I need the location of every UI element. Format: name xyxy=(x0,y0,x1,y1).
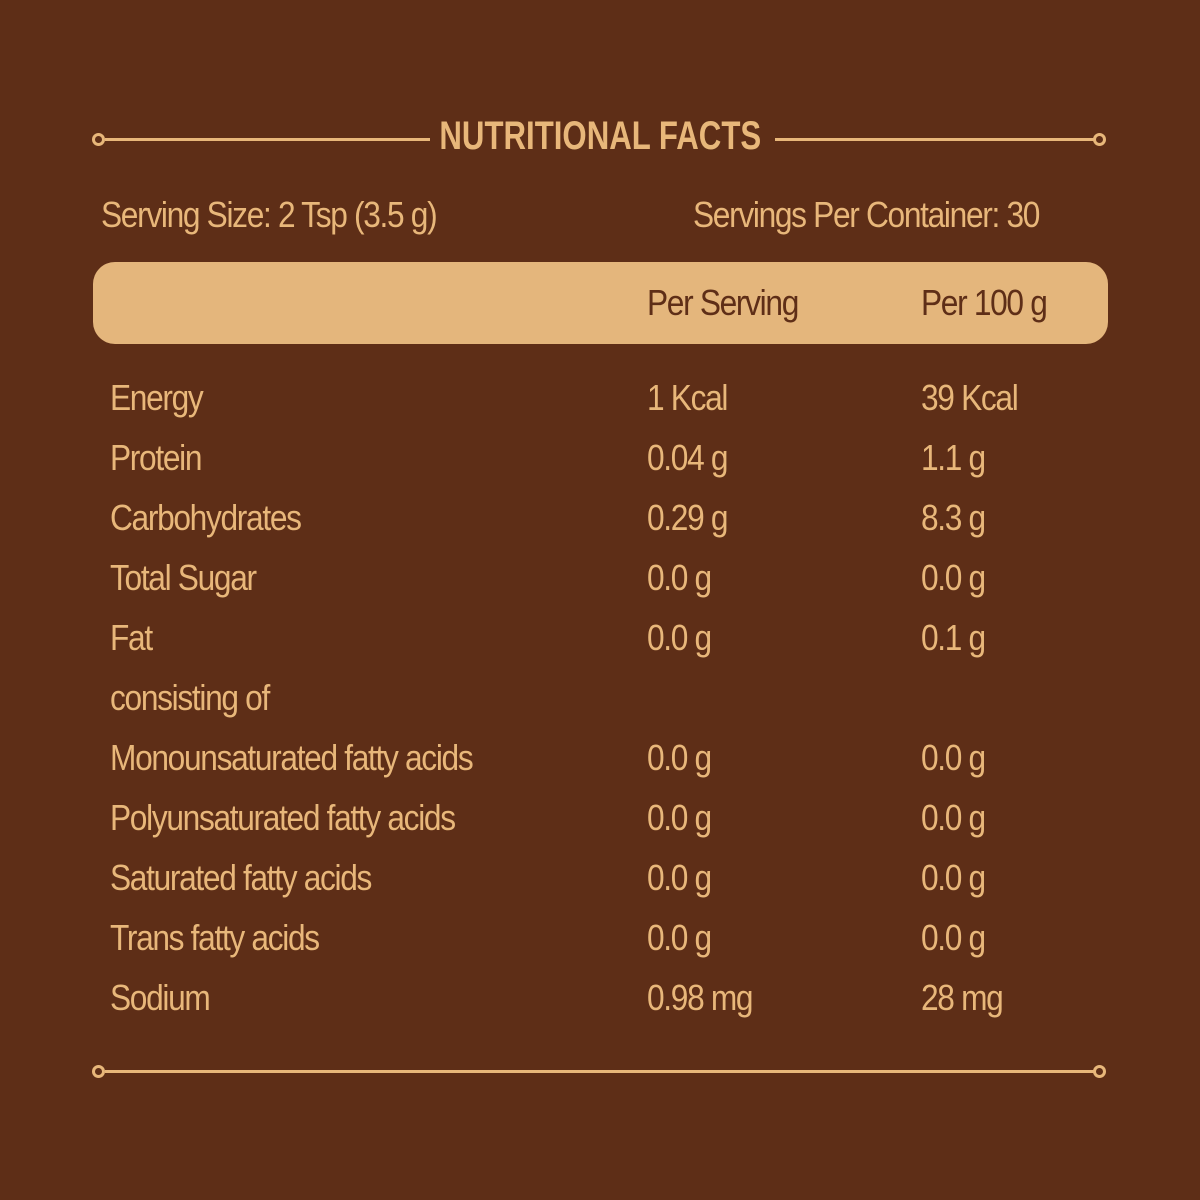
per-serving-value: 0.0 g xyxy=(647,557,712,598)
per-100g-value: 8.3 g xyxy=(921,497,986,538)
nutrient-label: Saturated fatty acids xyxy=(110,857,372,898)
servings-per-container: Servings Per Container: 30 xyxy=(693,194,1040,235)
table-row: Total Sugar 0.0 g 0.0 g xyxy=(0,558,1200,598)
per-100g-value: 39 Kcal xyxy=(921,377,1019,418)
per-100g-value: 0.0 g xyxy=(921,797,986,838)
nutrient-label: Protein xyxy=(110,437,202,478)
table-row: consisting of xyxy=(0,678,1200,718)
table-row: Saturated fatty acids 0.0 g 0.0 g xyxy=(0,858,1200,898)
per-100g-value: 1.1 g xyxy=(921,437,986,478)
column-header-per-100g: Per 100 g xyxy=(921,282,1048,323)
column-header-per-serving: Per Serving xyxy=(647,282,799,323)
nutrient-label: Carbohydrates xyxy=(110,497,302,538)
table-row: Monounsaturated fatty acids 0.0 g 0.0 g xyxy=(0,738,1200,778)
per-serving-value: 0.0 g xyxy=(647,857,712,898)
per-100g-value: 0.0 g xyxy=(921,557,986,598)
nutrient-label: consisting of xyxy=(110,677,270,718)
table-row: Carbohydrates 0.29 g 8.3 g xyxy=(0,498,1200,538)
nutrient-label: Trans fatty acids xyxy=(110,917,320,958)
per-100g-value: 0.1 g xyxy=(921,617,986,658)
ornament-dot-bottom-right xyxy=(1093,1065,1106,1078)
table-row: Protein 0.04 g 1.1 g xyxy=(0,438,1200,478)
table-row: Sodium 0.98 mg 28 mg xyxy=(0,978,1200,1018)
per-serving-value: 0.0 g xyxy=(647,797,712,838)
per-serving-value: 1 Kcal xyxy=(647,377,728,418)
per-serving-value: 0.98 mg xyxy=(647,977,754,1018)
serving-size: Serving Size: 2 Tsp (3.5 g) xyxy=(101,194,438,235)
per-100g-value: 0.0 g xyxy=(921,857,986,898)
ornament-dot-top-left xyxy=(92,133,105,146)
divider-top-left xyxy=(105,138,430,141)
ornament-dot-top-right xyxy=(1093,133,1106,146)
table-header: Per Serving Per 100 g xyxy=(93,262,1108,344)
nutrient-label: Total Sugar xyxy=(110,557,257,598)
title-text: NUTRITIONAL FACTS xyxy=(439,114,761,158)
per-serving-value: 0.0 g xyxy=(647,617,712,658)
table-row: Trans fatty acids 0.0 g 0.0 g xyxy=(0,918,1200,958)
nutrient-label: Energy xyxy=(110,377,204,418)
per-100g-value: 0.0 g xyxy=(921,737,986,778)
ornament-dot-bottom-left xyxy=(92,1065,105,1078)
per-serving-value: 0.29 g xyxy=(647,497,728,538)
per-serving-value: 0.0 g xyxy=(647,737,712,778)
per-100g-value: 28 mg xyxy=(921,977,1004,1018)
table-row: Energy 1 Kcal 39 Kcal xyxy=(0,378,1200,418)
divider-bottom xyxy=(105,1070,1095,1073)
nutrient-label: Sodium xyxy=(110,977,211,1018)
per-serving-value: 0.0 g xyxy=(647,917,712,958)
nutrient-label: Monounsaturated fatty acids xyxy=(110,737,474,778)
nutrient-label: Polyunsaturated fatty acids xyxy=(110,797,456,838)
divider-top-right xyxy=(775,138,1095,141)
page-title: NUTRITIONAL FACTS xyxy=(0,114,1200,158)
per-100g-value: 0.0 g xyxy=(921,917,986,958)
nutrient-label: Fat xyxy=(110,617,153,658)
per-serving-value: 0.04 g xyxy=(647,437,728,478)
table-row: Polyunsaturated fatty acids 0.0 g 0.0 g xyxy=(0,798,1200,838)
table-row: Fat 0.0 g 0.1 g xyxy=(0,618,1200,658)
